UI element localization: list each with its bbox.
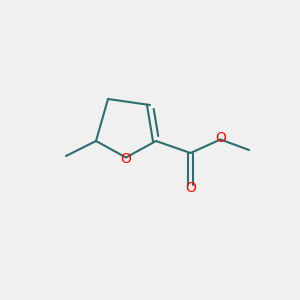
Text: O: O xyxy=(215,131,226,145)
Text: O: O xyxy=(121,152,131,166)
Text: O: O xyxy=(185,181,196,195)
